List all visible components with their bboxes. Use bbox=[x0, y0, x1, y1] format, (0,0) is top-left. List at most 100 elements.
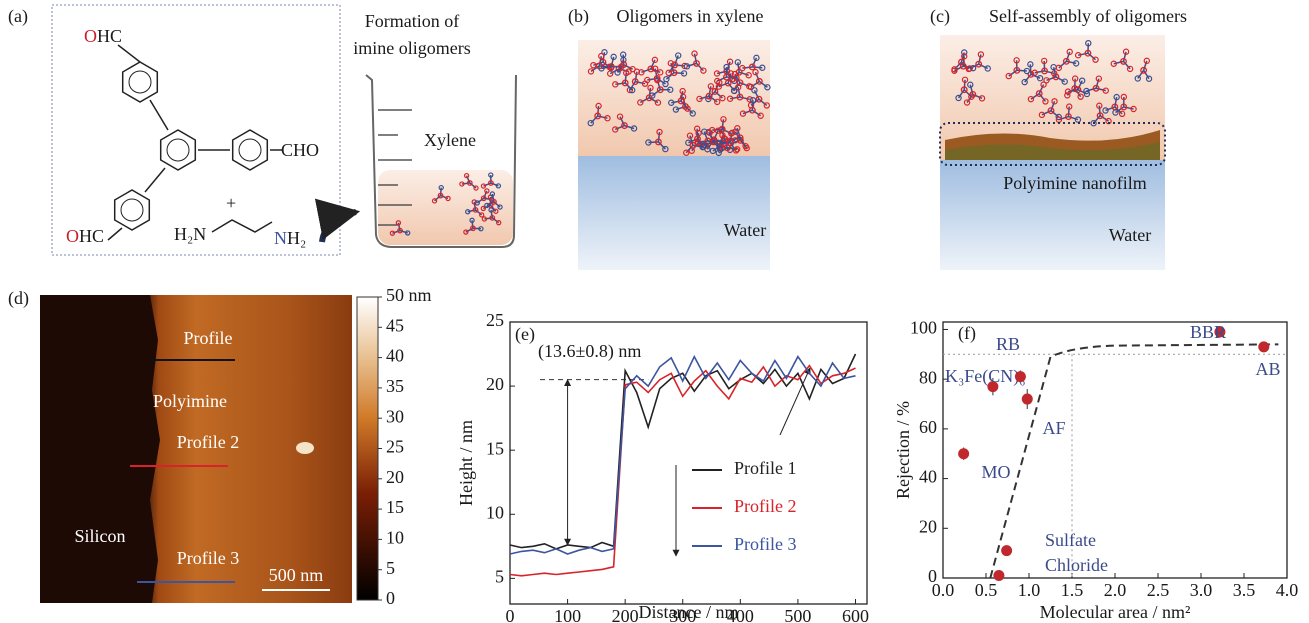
plot-frame bbox=[510, 322, 867, 604]
bond bbox=[1017, 70, 1027, 71]
x-tick-label: 1.5 bbox=[1061, 580, 1084, 600]
x-tick-label: 3.5 bbox=[1233, 580, 1256, 600]
data-point bbox=[1258, 341, 1269, 352]
plot-frame bbox=[943, 322, 1287, 578]
afm-annotation: Silicon bbox=[74, 526, 125, 546]
panel-title: Self-assembly of oligomers bbox=[989, 6, 1187, 26]
panel-label: (b) bbox=[568, 6, 589, 27]
data-point bbox=[1022, 394, 1033, 405]
colorbar-label: 50 nm bbox=[386, 285, 432, 305]
amine: NH₂ bbox=[274, 228, 306, 248]
profile-line bbox=[510, 366, 856, 576]
colorbar-label: 20 bbox=[386, 467, 404, 487]
colorbar-label: 10 bbox=[386, 528, 404, 548]
aromatic bbox=[167, 139, 189, 161]
colorbar-label: 25 bbox=[386, 437, 404, 457]
point-label: K₃Fe(CN)₆ bbox=[945, 366, 1026, 387]
bond bbox=[648, 142, 658, 143]
scale-bar-label: 500 nm bbox=[269, 565, 324, 585]
y-tick-label: 20 bbox=[919, 516, 937, 536]
bond bbox=[108, 228, 122, 240]
bond bbox=[964, 80, 965, 90]
bond bbox=[752, 100, 753, 110]
aldehyde: OHC bbox=[84, 26, 122, 46]
x-tick-label: 3.0 bbox=[1190, 580, 1213, 600]
bond bbox=[150, 100, 168, 130]
point-label: RB bbox=[996, 334, 1020, 354]
bond bbox=[674, 73, 684, 74]
legend-label: Profile 3 bbox=[734, 534, 797, 554]
bond bbox=[1068, 107, 1069, 117]
panel-label: (f) bbox=[958, 323, 976, 344]
aromatic bbox=[121, 199, 143, 221]
y-axis-label: Height / nm bbox=[456, 420, 476, 506]
amine: H₂N bbox=[174, 224, 206, 244]
particle bbox=[296, 442, 314, 454]
bond bbox=[752, 67, 762, 68]
bond bbox=[625, 73, 626, 83]
aldehyde: OHC bbox=[66, 226, 104, 246]
bond bbox=[963, 56, 964, 66]
y-tick-label: 15 bbox=[486, 438, 504, 458]
x-tick-label: 1.0 bbox=[1018, 580, 1041, 600]
edge bbox=[40, 295, 160, 603]
bond bbox=[118, 45, 140, 62]
y-tick-label: 100 bbox=[910, 318, 937, 338]
benzene bbox=[115, 190, 150, 230]
water-label: Water bbox=[1109, 225, 1152, 245]
aldehyde: CHO bbox=[281, 140, 319, 160]
bond bbox=[1030, 64, 1031, 74]
legend-label: Profile 1 bbox=[734, 458, 797, 478]
colorbar-label: 30 bbox=[386, 406, 404, 426]
afm-annotation: Polyimine bbox=[153, 391, 227, 411]
panel-label: (a) bbox=[8, 6, 28, 27]
annotation: (13.6±0.8) nm bbox=[538, 341, 641, 362]
y-tick-label: 25 bbox=[486, 310, 504, 330]
panel-label: (d) bbox=[8, 288, 29, 309]
afm-annotation: Profile bbox=[184, 328, 233, 348]
y-tick-label: 20 bbox=[486, 374, 504, 394]
y-tick-label: 10 bbox=[486, 502, 504, 522]
x-tick-label: 200 bbox=[612, 606, 639, 623]
x-tick-label: 2.0 bbox=[1104, 580, 1127, 600]
bond bbox=[698, 141, 708, 142]
bond bbox=[623, 55, 624, 65]
fit-curve bbox=[990, 344, 1278, 578]
afm-annotation: Profile 2 bbox=[177, 432, 240, 452]
arrow bbox=[322, 212, 356, 242]
x-tick-label: 600 bbox=[842, 606, 869, 623]
aromatic bbox=[239, 139, 261, 161]
bond bbox=[462, 183, 470, 184]
x-axis-label: Molecular area / nm² bbox=[1040, 602, 1191, 622]
y-tick-label: 80 bbox=[919, 367, 937, 387]
figure: (a)OHCCHOOHC+H₂NNH₂Formation ofimine oli… bbox=[0, 0, 1309, 623]
colorbar-label: 45 bbox=[386, 315, 404, 335]
bond bbox=[598, 106, 599, 116]
legend-label: Profile 2 bbox=[734, 496, 797, 516]
bond bbox=[726, 77, 736, 78]
x-tick-label: 2.5 bbox=[1147, 580, 1170, 600]
data-point bbox=[958, 448, 969, 459]
colorbar-label: 15 bbox=[386, 497, 404, 517]
benzene bbox=[233, 130, 268, 170]
beaker-title: imine oligomers bbox=[353, 38, 470, 58]
colorbar-label: 35 bbox=[386, 376, 404, 396]
y-tick-label: 40 bbox=[919, 467, 937, 487]
bond bbox=[472, 220, 473, 228]
point-label: Sulfate bbox=[1045, 530, 1096, 550]
data-point bbox=[1015, 371, 1026, 382]
data-point bbox=[1001, 545, 1012, 556]
x-tick-label: 0.5 bbox=[975, 580, 998, 600]
aromatic bbox=[129, 71, 151, 93]
data-point bbox=[993, 570, 1004, 581]
plus: + bbox=[226, 193, 236, 213]
solvent: Xylene bbox=[424, 130, 476, 150]
point-label: AB bbox=[1255, 359, 1280, 379]
point-label: MO bbox=[981, 462, 1010, 482]
afm-annotation: Profile 3 bbox=[177, 548, 240, 568]
x-tick-label: 0 bbox=[506, 606, 515, 623]
colorbar-label: 40 bbox=[386, 346, 404, 366]
x-tick-label: 500 bbox=[784, 606, 811, 623]
colorbar-label: 5 bbox=[386, 558, 395, 578]
bond bbox=[441, 188, 442, 196]
